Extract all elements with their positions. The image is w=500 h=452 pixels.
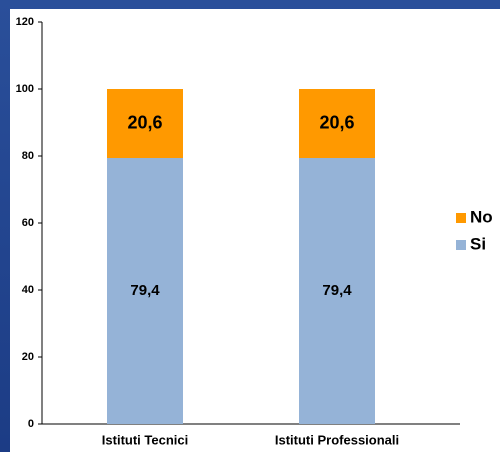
y-tick-label: 100 [16,83,34,95]
y-tick-label: 40 [22,284,34,296]
data-label: 79,4 [322,282,352,299]
y-tick-label: 80 [22,150,34,162]
data-label: 79,4 [130,282,160,299]
y-tick-label: 0 [28,418,34,430]
legend-label: Si [470,234,486,253]
bar-segment [299,158,375,424]
bar-segment [107,89,183,159]
legend-label: No [470,207,493,226]
bar-segment [107,158,183,424]
bar-segment [299,89,375,159]
data-label: 20,6 [127,112,162,132]
plot-background [10,9,500,452]
y-tick-label: 60 [22,217,34,229]
y-tick-label: 20 [22,351,34,363]
x-tick-label: Istituti Tecnici [102,432,188,447]
legend-swatch [456,213,466,223]
y-tick-label: 120 [16,16,34,28]
x-tick-label: Istituti Professionali [275,432,399,447]
data-label: 20,6 [319,112,354,132]
legend-swatch [456,240,466,250]
